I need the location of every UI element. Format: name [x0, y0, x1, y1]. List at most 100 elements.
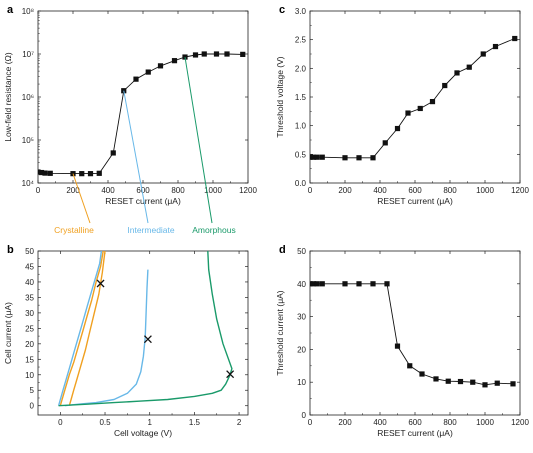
panel-label: a: [7, 4, 14, 16]
plot-frame: [37, 250, 249, 416]
data-point: [433, 376, 439, 382]
data-point: [457, 378, 464, 385]
data-point: [492, 43, 499, 50]
annotation-label-intermediate: Intermediate: [127, 225, 175, 235]
data-point: [310, 281, 317, 287]
data-point: [370, 155, 376, 161]
x-tick-label: 800: [171, 186, 185, 195]
data-point: [394, 343, 401, 349]
data-point: [314, 281, 320, 287]
y-tick-label: 20: [297, 345, 306, 354]
y-axis-label: Cell current (μA): [3, 302, 13, 364]
x-tick-label: 1.5: [189, 418, 201, 427]
x-axis-label: RESET current (μA): [105, 196, 181, 206]
y-tick-label: 25: [25, 324, 34, 333]
threshold-cross-marker: [96, 279, 105, 288]
panel-c: c 0 200 400 600 800 1000 1200 0.0 0.5 1.0 1.5 2.0 2.5…: [275, 4, 529, 206]
plot-frame: [309, 250, 521, 416]
y-axis-label: Threshold voltage (V): [275, 56, 285, 137]
x-tick-label: 1200: [239, 186, 257, 195]
data-point: [382, 140, 388, 146]
data-point: [157, 63, 164, 69]
x-tick-label: 1200: [511, 186, 529, 195]
annotation-leader-crystalline: [72, 173, 91, 224]
x-tick-label: 1200: [511, 418, 529, 427]
data-point: [145, 69, 151, 75]
data-point: [192, 52, 199, 58]
x-axis-label: RESET current (μA): [377, 196, 453, 206]
x-tick-label: 0: [308, 418, 313, 427]
x-tick-label: 2: [237, 418, 242, 427]
data-point: [96, 170, 102, 176]
data-point: [110, 150, 116, 156]
y-tick-label: 40: [297, 280, 306, 289]
data-point: [87, 171, 94, 177]
x-tick-label: 1000: [476, 418, 494, 427]
y-tick-label: 10⁷: [22, 50, 34, 59]
data-point: [454, 70, 460, 76]
y-tick-label: 50: [25, 247, 34, 256]
y-tick-label: 20: [25, 340, 34, 349]
data-point: [466, 64, 472, 70]
plot-area: [38, 51, 246, 177]
y-axis-label: Threshold current (μA): [275, 290, 285, 375]
data-point: [445, 378, 451, 384]
y-tick-label: 10: [25, 371, 34, 380]
annotation-leader-intermediate: [123, 90, 149, 224]
x-tick-label: 800: [443, 186, 457, 195]
plot-area: [310, 35, 518, 161]
y-tick-label: 0: [30, 402, 35, 411]
x-tick-label: 800: [443, 418, 457, 427]
panel-a: a 0 200 400 600 800 1000 1200 10⁴ 10⁵ 10⁶ 10⁷ 10⁸ RES…: [3, 4, 257, 206]
y-tick-label: 40: [25, 278, 34, 287]
x-tick-label: 400: [101, 186, 115, 195]
data-point: [310, 154, 317, 160]
y-tick-label: 0: [302, 411, 307, 420]
data-point: [79, 171, 85, 177]
x-tick-label: 200: [66, 186, 80, 195]
x-tick-label: 1000: [204, 186, 222, 195]
data-point: [442, 82, 448, 89]
x-tick-label: 1000: [476, 186, 494, 195]
annotation-label-amorphous: Amorphous: [192, 225, 235, 235]
y-tick-label: 10⁴: [22, 179, 35, 188]
data-point: [201, 51, 207, 57]
threshold-cross-marker: [143, 335, 152, 344]
series-line-black: [310, 283, 514, 386]
data-point: [342, 155, 348, 161]
x-tick-label: 1: [147, 418, 152, 427]
x-tick-label: 400: [373, 418, 387, 427]
y-axis-label: Low-field resistance (Ω): [3, 52, 13, 142]
x-axis-label: RESET current (μA): [377, 428, 453, 438]
data-point: [342, 281, 348, 287]
x-axis-label: Cell voltage (V): [114, 428, 172, 438]
panel-label: c: [279, 4, 285, 16]
data-point: [356, 155, 362, 161]
series-line-amorphous: [58, 251, 233, 407]
panel-label: d: [279, 244, 286, 256]
y-tick-label: 30: [297, 313, 306, 322]
y-tick-label: 30: [25, 309, 34, 318]
plot-area: [310, 281, 516, 388]
panel-label: b: [7, 244, 14, 256]
series-line-crystalline: [68, 251, 106, 406]
data-point: [356, 281, 362, 287]
y-tick-label: 10⁸: [22, 7, 34, 16]
threshold-cross-marker: [226, 370, 235, 379]
cross-stroke: [226, 370, 235, 379]
x-tick-label: 200: [338, 418, 352, 427]
plot-area: [57, 251, 235, 407]
y-tick-label: 2.0: [295, 64, 307, 73]
y-tick-label: 1.0: [295, 122, 307, 131]
x-tick-label: 400: [373, 186, 387, 195]
data-point: [314, 154, 320, 160]
data-point: [240, 51, 246, 57]
data-point: [38, 169, 45, 176]
x-tick-label: 600: [136, 186, 150, 195]
series-line-crystalline: [59, 251, 104, 406]
data-point: [47, 170, 53, 176]
data-point: [480, 51, 486, 57]
series-line-intermediate: [57, 251, 103, 406]
